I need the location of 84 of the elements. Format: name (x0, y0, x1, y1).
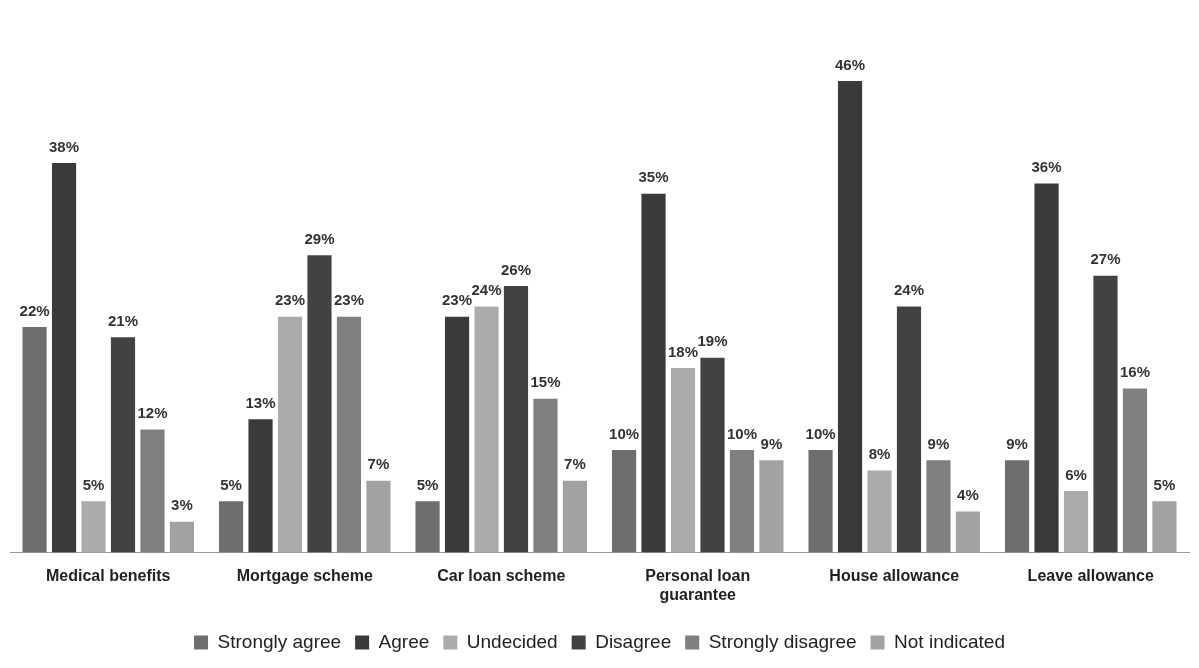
bar (366, 480, 391, 553)
bar (1122, 388, 1148, 553)
data-label: 19% (697, 332, 728, 350)
bar (641, 193, 666, 553)
bar (867, 470, 892, 553)
data-label: 12% (137, 404, 168, 422)
bar (1004, 460, 1030, 553)
data-label: 24% (471, 281, 502, 299)
data-label: 5% (416, 475, 439, 493)
bar (444, 316, 470, 553)
legend-label: Strongly agree (217, 630, 342, 652)
x-tick-label: Leave allowance (1027, 566, 1154, 584)
data-label: 18% (668, 342, 699, 360)
bar (670, 368, 696, 553)
x-tick-label: Mortgage scheme (236, 566, 373, 584)
data-label: 15% (530, 373, 561, 391)
bar (1034, 183, 1059, 553)
data-label: 46% (835, 55, 866, 73)
data-label: 6% (1065, 465, 1087, 483)
data-label: 35% (638, 168, 669, 186)
data-label: 10% (609, 424, 640, 442)
data-label: 5% (1153, 475, 1176, 493)
data-label: 24% (893, 281, 924, 299)
bar (926, 460, 951, 553)
bar (955, 511, 981, 553)
data-label: 13% (245, 393, 276, 411)
data-label: 9% (760, 434, 783, 452)
data-label: 23% (333, 291, 364, 309)
bar (729, 450, 755, 553)
bar (1063, 491, 1089, 553)
bar (110, 337, 136, 553)
bar (415, 501, 440, 553)
bar (277, 316, 303, 553)
bar (51, 163, 77, 553)
bar (700, 357, 725, 553)
bar (336, 316, 362, 553)
data-label: 23% (442, 291, 473, 309)
bar (759, 460, 784, 553)
x-tick-label: House allowance (829, 566, 960, 584)
data-label: 36% (1031, 158, 1062, 176)
data-label: 38% (49, 137, 80, 155)
data-label: 9% (927, 434, 950, 452)
data-label: 3% (171, 496, 193, 514)
legend-label: Undecided (466, 630, 558, 652)
data-label: 27% (1090, 250, 1121, 268)
data-label: 23% (275, 291, 306, 309)
data-label: 10% (726, 424, 757, 442)
bar (533, 398, 558, 553)
data-label: 4% (957, 486, 979, 504)
x-tick-label: Personal loan guarantee (645, 566, 751, 603)
data-label: 5% (220, 475, 242, 493)
data-label: 7% (367, 455, 390, 473)
data-label: 9% (1006, 434, 1028, 452)
data-label: 29% (304, 229, 335, 247)
legend-label: Not indicated (894, 630, 1005, 652)
bar (169, 521, 195, 553)
bar (808, 450, 833, 553)
bar (503, 286, 529, 553)
bar (81, 501, 106, 553)
data-label: 8% (868, 445, 891, 463)
bar (837, 81, 863, 553)
bar (140, 429, 165, 553)
bar (474, 306, 499, 553)
bar (562, 480, 588, 553)
data-label: 10% (805, 424, 836, 442)
legend-label: Agree (378, 630, 430, 652)
bar (248, 419, 273, 553)
data-label: 22% (19, 301, 50, 319)
legend-label: Disagree (595, 630, 672, 652)
data-label: 16% (1119, 363, 1150, 381)
x-tick-label: Car loan scheme (437, 566, 566, 584)
bar (1152, 501, 1177, 553)
data-label: 5% (82, 475, 105, 493)
data-label: 21% (107, 311, 138, 329)
bar (307, 255, 332, 553)
bar (1093, 275, 1118, 553)
bar (611, 450, 637, 553)
legend-label: Strongly disagree (708, 630, 857, 652)
data-label: 7% (564, 455, 586, 473)
bar (896, 306, 922, 553)
bar (218, 501, 244, 553)
x-tick-label: Medical benefits (46, 566, 171, 584)
bar (22, 327, 47, 553)
data-label: 26% (500, 260, 531, 278)
